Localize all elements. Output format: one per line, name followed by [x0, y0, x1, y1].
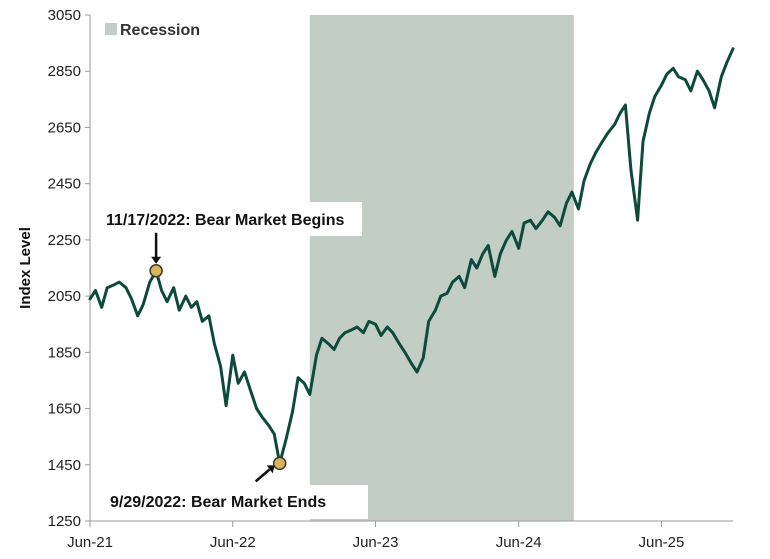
legend-swatch-recession — [105, 23, 117, 35]
y-axis-title: Index Level — [17, 227, 34, 309]
y-tick-label: 3050 — [48, 7, 81, 24]
y-tick-label: 1250 — [48, 513, 81, 530]
y-tick-label: 2650 — [48, 119, 81, 136]
y-tick-label: 2050 — [48, 288, 81, 305]
annotation-arrowhead-ends — [266, 465, 275, 474]
legend: Recession — [105, 22, 200, 39]
y-tick-label: 1850 — [48, 344, 81, 361]
x-tick-label: Jun-23 — [353, 534, 399, 551]
legend-label-recession: Recession — [120, 22, 200, 39]
annotation-arrowhead-begins — [151, 256, 162, 264]
y-tick-label: 1450 — [48, 457, 81, 474]
annotation-arrow-ends — [254, 468, 271, 483]
recession-band — [309, 15, 574, 521]
annotation-text-ends: 9/29/2022: Bear Market Ends — [110, 494, 326, 511]
x-tick-label: Jun-21 — [67, 534, 113, 551]
annotation-box-ends — [106, 485, 368, 519]
y-tick-label: 1650 — [48, 401, 81, 418]
y-tick-label: 2250 — [48, 232, 81, 249]
series-line — [88, 47, 735, 465]
y-tick-label: 2850 — [48, 63, 81, 80]
annotations: 11/17/2022: Bear Market Begins 9/29/2022:… — [100, 202, 368, 519]
x-tick-label: Jun-25 — [638, 534, 684, 551]
annotation-marker-begins — [149, 264, 163, 278]
x-tick-label: Jun-24 — [496, 534, 542, 551]
y-axis-ticks: 1250 1450 1650 1850 2050 2250 2450 2650 2850 3050 — [48, 7, 90, 530]
annotation-marker-ends — [272, 456, 287, 471]
x-axis-ticks: Jun-21 Jun-22 Jun-23 Jun-24 Jun-25 — [67, 521, 684, 551]
x-tick-label: Jun-22 — [210, 534, 256, 551]
y-tick-label: 2450 — [48, 176, 81, 193]
annotation-text-begins: 11/17/2022: Bear Market Begins — [106, 212, 344, 229]
annotation-box-begins — [100, 202, 362, 236]
